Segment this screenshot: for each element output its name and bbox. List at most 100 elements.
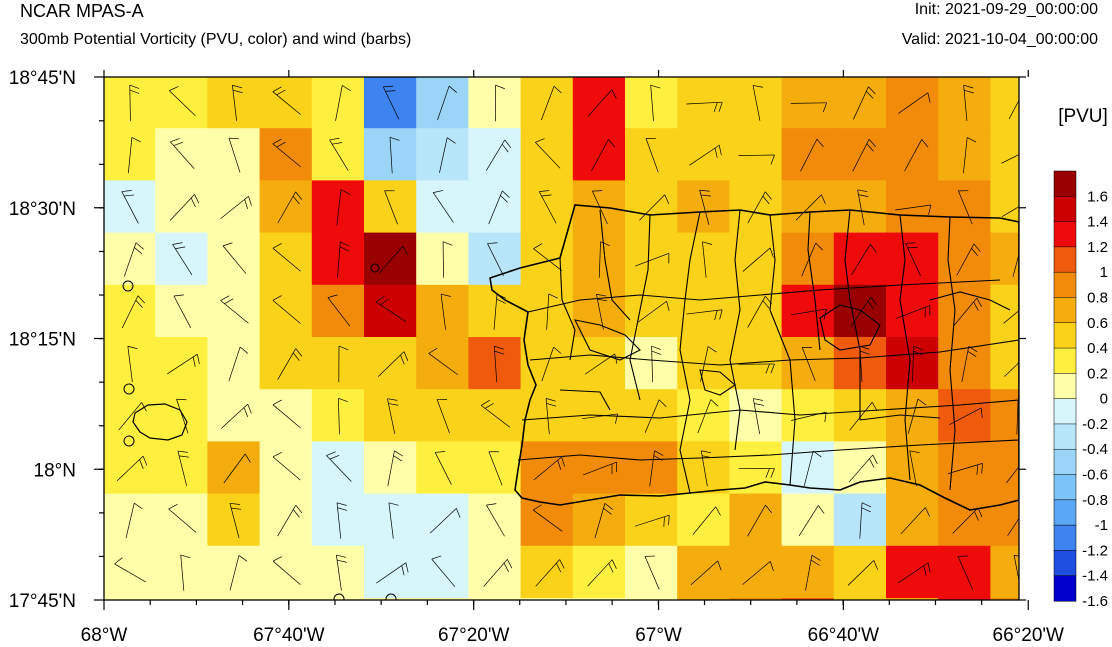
pv-cell — [625, 441, 679, 495]
islet — [385, 593, 397, 600]
wind-barb — [752, 398, 765, 435]
municipality-border — [807, 211, 821, 351]
wind-barb — [384, 190, 398, 225]
pv-cell — [833, 493, 888, 547]
wind-barb — [437, 85, 457, 121]
wind-barb — [229, 555, 248, 591]
pv-cell — [938, 232, 992, 286]
pv-cell — [104, 128, 157, 182]
pv-cell — [729, 493, 783, 547]
pv-cell — [311, 337, 366, 391]
wind-barb — [272, 243, 301, 272]
wind-barb — [336, 502, 348, 539]
municipality-border — [521, 399, 1019, 421]
pv-cell — [207, 598, 261, 600]
colorbar-swatch — [1053, 398, 1077, 425]
colorbar-unit-label: [PVU] — [1058, 106, 1108, 127]
wind-barb — [859, 502, 872, 539]
wind-barb — [336, 189, 350, 226]
wind-barb — [127, 345, 138, 383]
wind-barb — [747, 504, 772, 537]
wind-barb — [170, 138, 195, 169]
wind-barb — [956, 243, 981, 276]
pv-cell — [990, 545, 1019, 600]
colorbar-label: -1.4 — [1082, 568, 1108, 585]
colorbar-label: 1.2 — [1087, 239, 1108, 256]
municipality-border — [679, 211, 701, 494]
wind-barb — [125, 502, 143, 539]
wind-barb — [650, 84, 661, 122]
pv-cell — [729, 232, 783, 286]
x-tick-label: 66°20'W — [993, 625, 1064, 646]
wind-barb — [387, 398, 399, 434]
wind-barb — [335, 85, 351, 121]
wind-barb — [176, 398, 189, 434]
wind-barb — [897, 562, 931, 584]
wind-barb — [436, 399, 450, 434]
pv-cell — [520, 545, 574, 600]
pv-cell — [938, 598, 992, 600]
pv-cell — [468, 128, 522, 182]
pv-cell — [520, 598, 574, 600]
wind-barb — [222, 242, 247, 274]
pv-cell — [781, 389, 835, 443]
municipality-border — [527, 279, 1001, 313]
wind-barb — [686, 101, 723, 113]
y-tick-label: 18°45'N — [9, 68, 76, 89]
wind-barb — [429, 508, 461, 534]
wind-barb — [904, 609, 928, 640]
pv-cell — [990, 232, 1019, 286]
x-tick-label: 67°W — [635, 625, 682, 646]
pv-cell — [104, 77, 157, 130]
wind-barb — [483, 559, 513, 587]
pv-cell — [207, 545, 261, 600]
pv-cell — [311, 598, 366, 600]
colorbar-swatch — [1053, 373, 1077, 400]
pv-cell — [781, 545, 835, 600]
wind-barb — [177, 450, 190, 487]
pv-cell — [572, 337, 627, 391]
wind-barb — [377, 351, 409, 377]
wind-barb — [533, 456, 565, 481]
wind-barb — [896, 305, 931, 319]
wind-barb — [689, 144, 722, 166]
municipality-border — [844, 209, 861, 420]
wind-barb — [747, 610, 771, 641]
wind-barb — [851, 244, 877, 276]
wind-barb — [431, 555, 456, 587]
wind-barb — [223, 453, 251, 484]
pv-cell — [833, 545, 888, 600]
colorbar-swatch — [1053, 221, 1077, 248]
wind-barb — [432, 190, 454, 223]
wind-barb — [904, 139, 929, 172]
wind-barb — [172, 242, 193, 276]
islet — [370, 263, 380, 273]
pv-cell — [520, 389, 574, 443]
wind-barb — [121, 295, 145, 329]
pv-cell — [781, 441, 835, 495]
wind-barb — [582, 461, 618, 476]
colorbar-label: 0 — [1100, 391, 1108, 408]
wind-barb — [387, 450, 404, 487]
wind-barb — [961, 608, 971, 643]
colorbar-label: -1.6 — [1082, 593, 1108, 610]
pv-cell — [572, 545, 627, 600]
wind-barb — [752, 85, 763, 121]
pv-cell — [364, 598, 418, 600]
pv-cell — [781, 180, 835, 234]
pv-cell — [364, 337, 418, 391]
pv-cell — [468, 284, 522, 339]
wind-barb — [233, 607, 244, 643]
pv-cell — [886, 180, 940, 234]
pv-cell — [572, 493, 627, 547]
wind-barb — [329, 137, 349, 171]
pv-cell — [990, 180, 1019, 234]
wind-barb — [849, 402, 878, 431]
wind-barb — [546, 293, 558, 330]
wind-barb — [535, 138, 561, 169]
wind-barb — [428, 347, 459, 376]
wind-barb — [532, 504, 563, 532]
wind-barb — [690, 560, 722, 586]
colorbar-label: 0.6 — [1087, 315, 1108, 332]
pv-cell — [311, 180, 366, 234]
